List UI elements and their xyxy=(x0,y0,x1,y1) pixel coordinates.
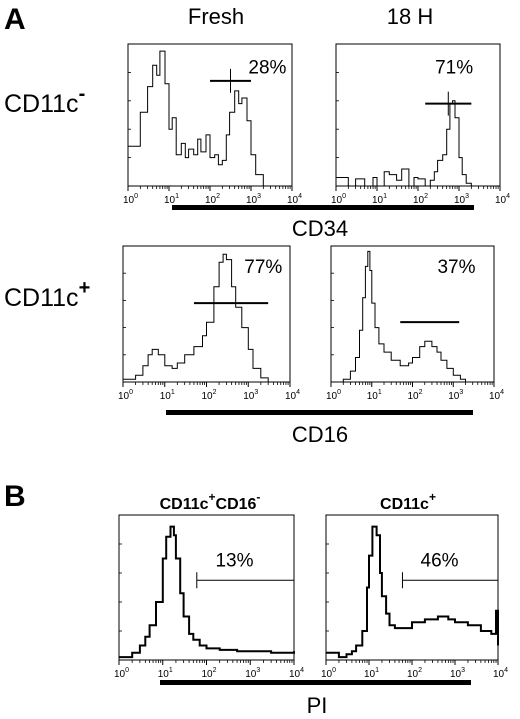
x-tick-label: 101 xyxy=(364,667,379,680)
x-tick-label: 103 xyxy=(245,667,260,680)
x-tick-label: 104 xyxy=(495,193,510,206)
gate-percent-label: 46% xyxy=(421,551,459,572)
gate-percent-label: 77% xyxy=(244,257,282,278)
x-tick-label: 103 xyxy=(448,389,463,402)
x-tick-label: 102 xyxy=(202,667,217,680)
histogram-trace xyxy=(128,50,264,186)
x-tick-label: 102 xyxy=(413,193,428,206)
x-tick-label: 100 xyxy=(118,389,133,402)
column-header-18h: 18 H xyxy=(387,4,433,29)
x-tick-label: 104 xyxy=(289,667,304,680)
x-tick-label: 104 xyxy=(493,667,508,680)
x-tick-label: 104 xyxy=(287,193,302,206)
histogram-trace xyxy=(123,253,269,382)
axis-label-pi: PI xyxy=(307,693,328,718)
x-tick-label: 100 xyxy=(331,193,346,206)
x-tick-label: 103 xyxy=(246,193,261,206)
panel-label-a: A xyxy=(4,3,26,36)
x-tick-label: 102 xyxy=(407,667,422,680)
histogram-trace xyxy=(331,250,466,383)
row-label-cd11c-negative: CD11c- xyxy=(4,83,85,118)
histogram-trace xyxy=(336,100,472,187)
x-tick-label: 101 xyxy=(160,389,175,402)
x-tick-label: 103 xyxy=(243,389,258,402)
x-tick-label: 104 xyxy=(489,389,504,402)
x-tick-label: 101 xyxy=(372,193,387,206)
cd16-axis-bar xyxy=(166,410,473,415)
histogram-2: 100 101 102 103 104 71% xyxy=(331,43,510,206)
histogram-1: 100 101 102 103 104 28% xyxy=(123,43,302,206)
histogram-4: 100 101 102 103 104 37% xyxy=(326,245,504,402)
gate-percent-label: 28% xyxy=(248,57,286,78)
histogram-6: 100 101 102 103 104 46% xyxy=(321,514,508,680)
axis-label-cd16: CD16 xyxy=(292,422,348,447)
column-header-fresh: Fresh xyxy=(188,4,244,29)
panel-b-title-left: CD11c+CD16- xyxy=(160,490,261,513)
x-tick-label: 102 xyxy=(202,389,217,402)
panel-label-b: B xyxy=(4,480,26,513)
axis-label-cd34: CD34 xyxy=(292,216,348,241)
x-tick-label: 101 xyxy=(367,389,382,402)
x-tick-label: 100 xyxy=(326,389,341,402)
gate-percent-label: 37% xyxy=(437,257,475,278)
cd34-axis-bar xyxy=(172,205,474,210)
plot-frame xyxy=(325,514,499,661)
row-label-cd11c-positive: CD11c+ xyxy=(4,277,90,312)
x-tick-label: 102 xyxy=(408,389,423,402)
x-tick-label: 100 xyxy=(114,667,129,680)
gate-percent-label: 71% xyxy=(435,57,473,78)
x-tick-label: 101 xyxy=(158,667,173,680)
pi-axis-bar xyxy=(160,680,471,685)
x-tick-label: 104 xyxy=(285,389,300,402)
histogram-trace xyxy=(119,525,295,659)
x-tick-label: 100 xyxy=(321,667,336,680)
histogram-trace xyxy=(326,525,499,659)
gate-percent-label: 13% xyxy=(215,551,253,572)
x-tick-label: 100 xyxy=(123,193,138,206)
x-tick-label: 103 xyxy=(450,667,465,680)
histogram-5: 100 101 102 103 104 13% xyxy=(114,514,304,680)
x-tick-label: 102 xyxy=(205,193,220,206)
panel-b-title-right: CD11c+ xyxy=(380,490,436,513)
x-tick-label: 101 xyxy=(164,193,179,206)
x-tick-label: 103 xyxy=(454,193,469,206)
histogram-3: 100 101 102 103 104 77% xyxy=(118,245,300,402)
plot-frame xyxy=(335,43,501,187)
